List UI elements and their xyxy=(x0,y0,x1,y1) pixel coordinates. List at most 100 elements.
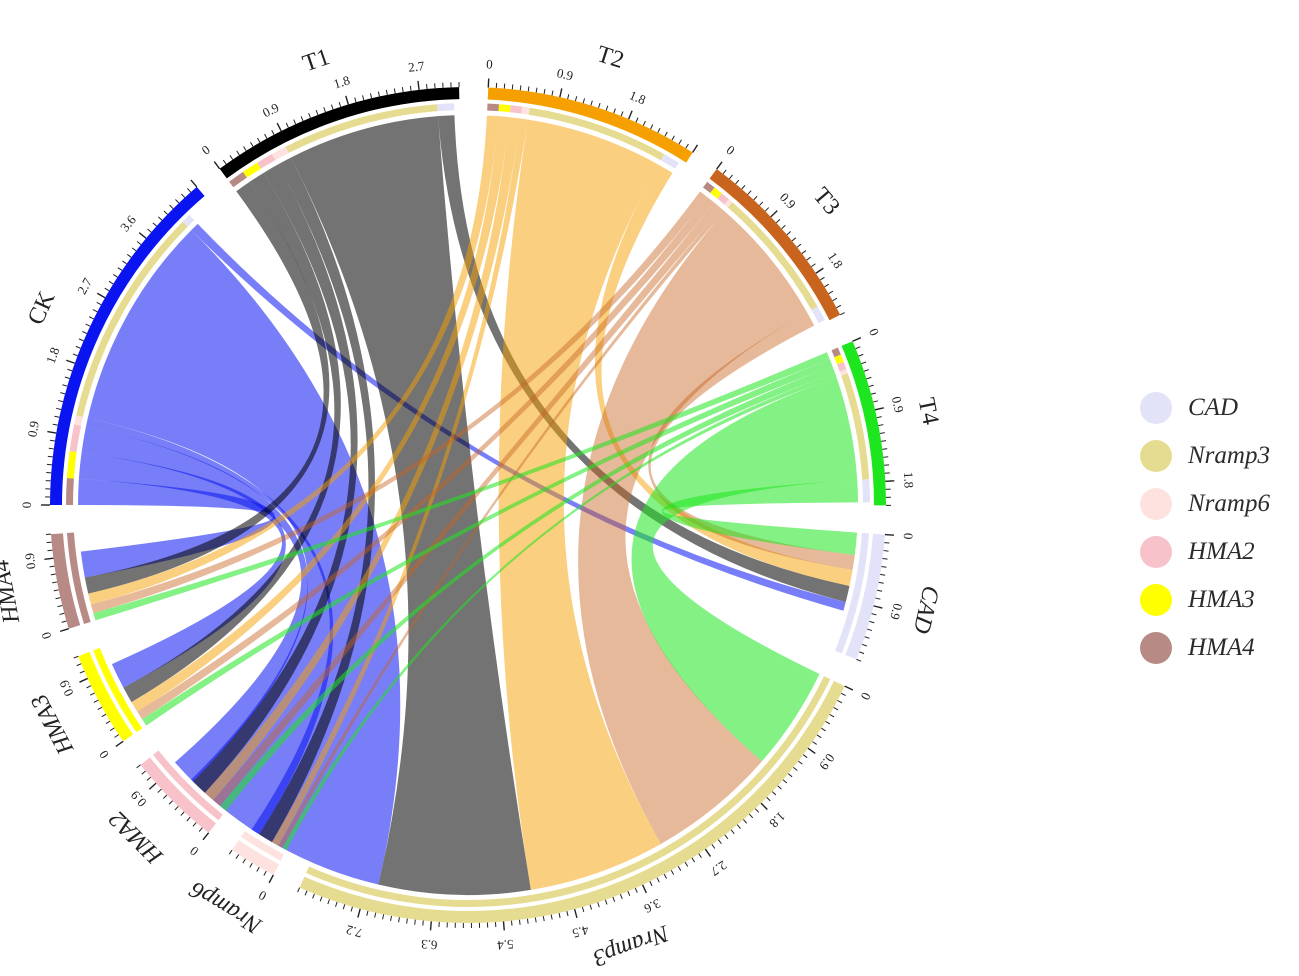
axis-tick xyxy=(228,849,233,855)
strip-segment-t1-nramp3 xyxy=(285,104,438,154)
axis-tick xyxy=(109,727,115,731)
axis-tick xyxy=(186,816,191,822)
axis-tick xyxy=(382,914,385,920)
strip-segment-t3-hma2 xyxy=(717,193,729,205)
axis-tick xyxy=(115,740,124,747)
strip-segment-t4-hma2 xyxy=(837,361,847,372)
axis-tick xyxy=(582,98,586,104)
axis-tick xyxy=(385,89,388,95)
axis-tick xyxy=(880,573,886,576)
axis-tick xyxy=(157,216,163,221)
strip-segment-t4-nramp3 xyxy=(841,373,870,480)
axis-tick xyxy=(338,101,342,108)
axis-tick xyxy=(861,643,867,647)
axis-tick xyxy=(398,917,400,923)
strip-segment-t2-hma2 xyxy=(509,105,523,114)
axis-tick xyxy=(60,392,66,395)
axis-tick xyxy=(877,589,883,592)
tick-label: 7.2 xyxy=(344,922,364,941)
axis-tick xyxy=(409,85,412,91)
chord-link-ck-hma4 xyxy=(78,478,275,578)
axis-tick xyxy=(72,353,78,357)
strip-segment-t1-hma4 xyxy=(229,171,247,188)
tick-label: 4.5 xyxy=(571,923,591,942)
axis-tick xyxy=(174,806,179,811)
axis-tick xyxy=(868,384,874,388)
axis-tick xyxy=(510,920,513,926)
axis-tick xyxy=(684,861,689,867)
legend-item: HMA2 xyxy=(1140,528,1270,576)
axis-tick xyxy=(873,400,879,403)
sector-arc-t1 xyxy=(219,87,460,179)
axis-tick xyxy=(335,901,338,907)
tick-label: 1.8 xyxy=(825,249,846,271)
axis-tick xyxy=(157,788,162,793)
tick-label: 0 xyxy=(187,843,201,859)
axis-tick xyxy=(422,920,424,926)
legend-item: Nramp6 xyxy=(1140,480,1270,528)
legend-label: Nramp6 xyxy=(1188,490,1270,517)
strip-segment-hma2 xyxy=(153,750,223,821)
axis-tick xyxy=(66,359,75,364)
axis-tick xyxy=(711,844,716,849)
axis-tick xyxy=(82,330,88,334)
tick-label: 1.8 xyxy=(332,72,352,91)
axis-tick xyxy=(502,921,505,931)
axis-tick xyxy=(198,827,203,832)
axis-tick xyxy=(190,179,198,188)
axis-tick xyxy=(429,921,432,931)
axis-tick xyxy=(861,361,867,365)
axis-tick xyxy=(840,692,846,696)
tick-label: 2.7 xyxy=(74,275,95,297)
axis-tick xyxy=(202,832,210,841)
axis-tick xyxy=(101,713,107,718)
axis-tick xyxy=(678,139,682,145)
axis-tick xyxy=(147,228,152,233)
axis-tick xyxy=(52,581,58,584)
axis-tick xyxy=(357,908,361,918)
sector-label-t4: T4 xyxy=(913,396,944,427)
axis-tick xyxy=(401,87,404,93)
axis-tick xyxy=(257,137,261,143)
axis-tick xyxy=(131,247,137,252)
axis-tick xyxy=(54,415,60,418)
axis-tick xyxy=(716,161,723,170)
axis-tick xyxy=(48,447,54,450)
strip-segment-ck-hma4 xyxy=(66,477,74,505)
axis-tick xyxy=(181,193,186,198)
axis-tick xyxy=(878,424,884,427)
axis-tick xyxy=(308,112,311,119)
legend-label: Nramp3 xyxy=(1188,442,1270,469)
chord-link-t4-cad xyxy=(661,479,858,555)
tick-label: 0 xyxy=(256,888,269,904)
axis-tick xyxy=(297,887,301,893)
sector-label-nramp3: Nramp3 xyxy=(589,919,673,971)
sector-label-hma2: HMA2 xyxy=(104,805,168,869)
axis-tick xyxy=(691,857,696,863)
axis-tick xyxy=(264,133,268,139)
axis-tick xyxy=(874,407,884,411)
axis-tick xyxy=(870,392,877,395)
axis-tick xyxy=(117,267,123,271)
sector-label-cad: CAD xyxy=(908,583,944,636)
axis-tick xyxy=(319,896,323,902)
tick-label: 0.9 xyxy=(127,788,149,810)
axis-tick xyxy=(597,902,600,908)
sector-label-nramp6: Nramp6 xyxy=(185,876,267,939)
axis-tick xyxy=(542,916,545,922)
axis-tick xyxy=(229,155,234,160)
tick-label: 1.8 xyxy=(901,471,917,488)
axis-tick xyxy=(590,100,593,106)
axis-tick xyxy=(869,620,875,624)
axis-tick xyxy=(312,893,315,899)
axis-tick xyxy=(885,480,895,483)
tick-label: 2.7 xyxy=(707,858,729,880)
tick-label: 0 xyxy=(724,142,738,158)
axis-tick xyxy=(825,720,831,725)
axis-tick xyxy=(657,127,661,133)
tick-label: 0 xyxy=(199,142,213,158)
axis-tick xyxy=(61,620,67,623)
tick-label: 3.6 xyxy=(641,896,662,917)
chord-link-t3-nramp3 xyxy=(578,211,808,844)
